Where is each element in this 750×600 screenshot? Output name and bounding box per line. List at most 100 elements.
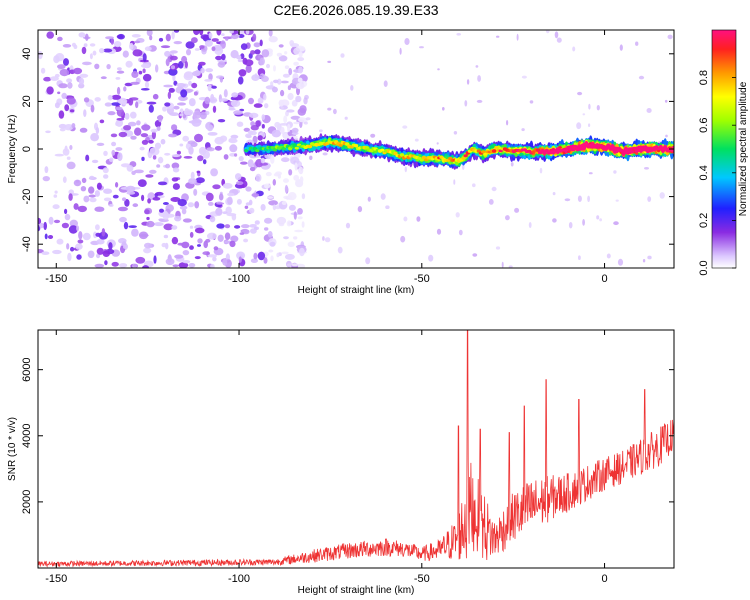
noise-blob — [59, 69, 70, 77]
noise-blob — [206, 147, 215, 152]
noise-blob — [77, 239, 84, 244]
noise-blob — [284, 184, 288, 193]
noise-blob — [437, 68, 440, 71]
noise-blob — [92, 50, 97, 56]
noise-blob — [212, 184, 221, 190]
noise-blob — [140, 88, 150, 91]
noise-blob — [183, 109, 194, 116]
noise-blob — [221, 53, 226, 61]
noise-blob — [234, 225, 241, 229]
noise-blob — [380, 193, 386, 200]
noise-blob — [158, 218, 164, 222]
noise-blob — [238, 156, 244, 162]
noise-blob — [81, 46, 87, 55]
noise-blob — [82, 61, 92, 66]
noise-blob — [130, 111, 137, 119]
noise-blob — [576, 122, 582, 130]
track-cell — [570, 147, 576, 152]
noise-blob — [635, 41, 639, 46]
noise-blob — [442, 107, 445, 111]
noise-blob — [170, 65, 176, 70]
noise-blob — [165, 163, 171, 169]
noise-blob — [102, 167, 109, 174]
noise-blob — [596, 105, 600, 111]
noise-blob — [47, 235, 54, 239]
noise-blob — [115, 77, 121, 80]
noise-blob — [181, 241, 190, 249]
noise-blob — [62, 44, 72, 48]
noise-blob — [155, 64, 159, 73]
noise-blob — [217, 119, 226, 123]
noise-blob — [163, 234, 169, 239]
noise-blob — [327, 107, 332, 111]
noise-blob — [46, 31, 54, 39]
noise-blob — [298, 51, 303, 58]
noise-blob — [521, 128, 525, 132]
snr-xlabel: Height of straight line (km) — [298, 585, 415, 596]
noise-blob — [199, 45, 205, 49]
noise-blob — [170, 197, 181, 202]
noise-blob — [142, 53, 147, 62]
noise-blob — [186, 49, 191, 56]
noise-blob — [134, 127, 142, 136]
noise-blob — [638, 75, 645, 80]
noise-blob — [172, 264, 179, 268]
colorbar-tick-label: 0.2 — [698, 213, 710, 228]
noise-blob — [96, 253, 101, 259]
noise-blob — [278, 55, 288, 62]
noise-blob — [67, 82, 73, 89]
noise-blob — [64, 208, 68, 215]
noise-blob — [78, 32, 86, 38]
noise-blob — [109, 157, 114, 163]
noise-blob — [202, 159, 207, 165]
noise-blob — [659, 192, 665, 199]
x-tick-label: -150 — [45, 573, 67, 585]
noise-blob — [290, 115, 301, 120]
noise-blob — [177, 102, 186, 106]
noise-blob — [157, 195, 165, 199]
noise-blob — [103, 188, 113, 194]
noise-blob — [647, 255, 652, 260]
noise-blob — [111, 94, 122, 100]
noise-blob — [124, 112, 130, 120]
noise-blob — [152, 93, 159, 100]
noise-blob — [73, 203, 79, 210]
noise-blob — [62, 176, 67, 183]
noise-blob — [115, 147, 123, 151]
noise-blob — [291, 263, 299, 267]
noise-blob — [208, 201, 214, 206]
noise-blob — [174, 215, 182, 222]
noise-blob — [68, 225, 78, 234]
noise-blob — [223, 89, 228, 98]
noise-blob — [367, 196, 371, 202]
noise-blob — [168, 68, 178, 76]
noise-blob — [123, 244, 127, 249]
noise-blob — [43, 221, 47, 231]
noise-blob — [171, 124, 178, 131]
noise-blob — [172, 167, 180, 173]
noise-blob — [297, 216, 303, 220]
noise-blob — [505, 215, 510, 221]
noise-blob — [78, 231, 83, 240]
noise-blob — [615, 199, 619, 202]
noise-blob — [514, 207, 520, 213]
noise-blob — [138, 231, 149, 240]
noise-blob — [476, 99, 483, 103]
noise-blob — [191, 118, 202, 127]
x-tick-label: -50 — [414, 273, 430, 285]
noise-blob — [204, 79, 213, 82]
noise-blob — [54, 102, 60, 109]
noise-blob — [160, 45, 171, 49]
noise-blob — [54, 190, 58, 194]
noise-blob — [286, 220, 292, 227]
noise-blob — [83, 109, 87, 117]
noise-blob — [137, 179, 147, 188]
noise-blob — [283, 178, 289, 183]
noise-blob — [617, 258, 624, 266]
noise-blob — [112, 194, 119, 199]
noise-blob — [222, 211, 228, 215]
noise-blob — [456, 33, 462, 36]
noise-blob — [106, 64, 111, 70]
noise-blob — [165, 258, 175, 266]
noise-blob — [171, 162, 180, 169]
